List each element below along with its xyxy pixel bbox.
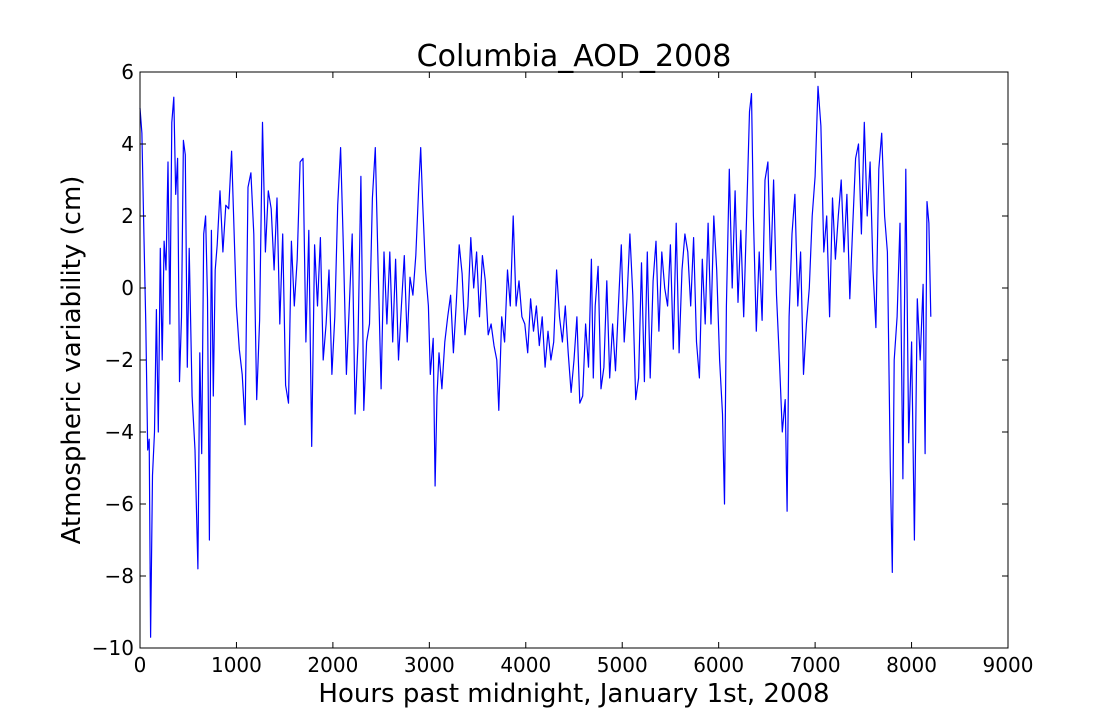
chart-title: Columbia_AOD_2008 — [417, 39, 732, 74]
y-tick-label: 2 — [121, 204, 134, 228]
x-tick-label: 5000 — [597, 653, 648, 677]
y-tick-label: −6 — [105, 492, 134, 516]
x-tick-label: 2000 — [307, 653, 358, 677]
y-axis-ticks: 6 4 2 0 −2 −4 −6 −8 −10 — [92, 60, 1008, 660]
x-tick-label: 6000 — [693, 653, 744, 677]
x-tick-label: 3000 — [404, 653, 455, 677]
y-tick-label: −10 — [92, 636, 134, 660]
series-line — [139, 85, 932, 638]
x-tick-label: 4000 — [500, 653, 551, 677]
x-axis-ticks: 0 1000 2000 3000 4000 5000 6000 7000 8000 9000 — [134, 72, 1034, 677]
plot-area — [139, 85, 932, 638]
y-tick-label: −4 — [105, 420, 134, 444]
y-tick-label: 0 — [121, 276, 134, 300]
y-tick-label: −2 — [105, 348, 134, 372]
x-tick-label: 9000 — [983, 653, 1034, 677]
y-axis-title: Atmospheric variability (cm) — [57, 176, 87, 545]
y-tick-label: −8 — [105, 564, 134, 588]
x-tick-label: 0 — [134, 653, 147, 677]
x-tick-label: 1000 — [211, 653, 262, 677]
y-tick-label: 4 — [121, 132, 134, 156]
y-tick-label: 6 — [121, 60, 134, 84]
x-axis-title: Hours past midnight, January 1st, 2008 — [318, 679, 829, 709]
x-tick-label: 8000 — [886, 653, 937, 677]
x-tick-label: 7000 — [790, 653, 841, 677]
